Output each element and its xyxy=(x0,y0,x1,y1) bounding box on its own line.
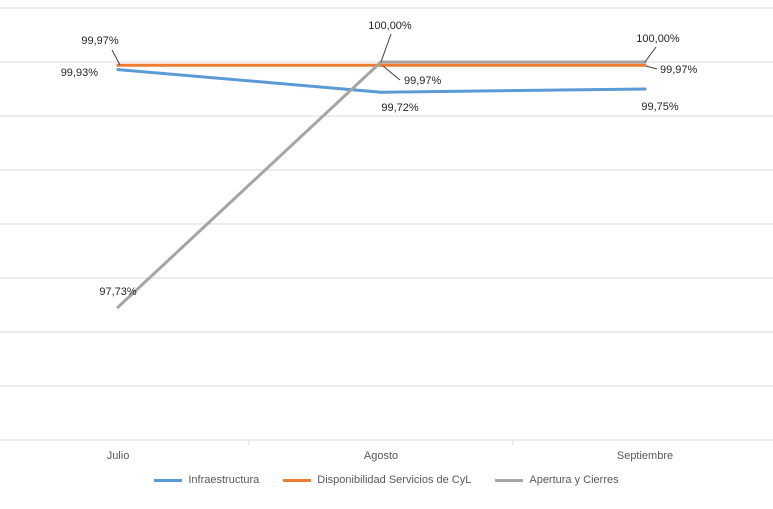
label-leader-lines xyxy=(111,33,658,81)
data-labels: 99,93% 99,72% 99,75% 99,97% 99,97% 99,97% 97,7… xyxy=(61,20,698,298)
data-point xyxy=(116,63,120,67)
data-point xyxy=(643,87,647,91)
legend-swatch xyxy=(495,478,524,482)
series-line xyxy=(116,68,647,94)
data-point xyxy=(379,90,383,94)
data-label: 100,00% xyxy=(636,33,680,45)
data-label: 97,73% xyxy=(99,286,137,298)
legend-swatch xyxy=(154,478,183,482)
label-leader-line xyxy=(645,65,658,70)
legend-label: Infraestructura xyxy=(188,474,260,486)
data-label: 99,75% xyxy=(641,101,679,113)
data-label: 99,97% xyxy=(404,75,442,87)
label-leader-line xyxy=(382,65,401,81)
x-tick-label: Julio xyxy=(107,450,130,462)
data-label: 99,97% xyxy=(660,64,698,76)
data-label: 100,00% xyxy=(368,20,412,32)
label-leader-line xyxy=(111,49,121,66)
data-point xyxy=(643,63,647,67)
series-line xyxy=(116,60,647,309)
x-tick-label: Agosto xyxy=(364,450,398,462)
label-leader-line xyxy=(380,33,392,63)
series-lines xyxy=(116,60,647,309)
legend-item: Apertura y Cierres xyxy=(495,474,619,486)
data-point xyxy=(116,68,120,72)
data-label: 99,97% xyxy=(81,35,119,47)
x-axis: Julio Agosto Septiembre xyxy=(0,439,773,462)
data-label: 99,93% xyxy=(61,67,99,79)
label-leader-line xyxy=(644,46,657,63)
x-tick-label: Septiembre xyxy=(617,450,673,462)
gridlines xyxy=(0,7,773,387)
legend-item: Disponibilidad Servicios de CyL xyxy=(283,474,471,486)
legend-swatch xyxy=(283,478,312,482)
data-label: 99,72% xyxy=(381,102,419,114)
data-point xyxy=(116,305,120,309)
legend-label: Disponibilidad Servicios de CyL xyxy=(317,474,472,486)
legend-label: Apertura y Cierres xyxy=(529,474,619,486)
legend-item: Infraestructura xyxy=(154,474,259,486)
legend: Infraestructura Disponibilidad Servicios … xyxy=(0,474,773,486)
